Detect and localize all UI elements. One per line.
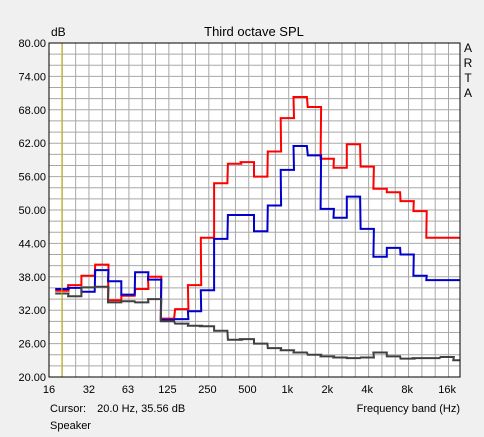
x-tick-label: 250 [198, 384, 216, 396]
x-tick-label: 500 [238, 384, 256, 396]
y-tick-label: 26.00 [18, 339, 46, 351]
x-axis-label: Frequency band (Hz) [356, 403, 460, 415]
x-axis-ticks: 16 32 63 125 250 500 1k 2k 4k 8k 16k [43, 384, 457, 396]
x-tick-label: 8k [401, 384, 413, 396]
cursor-label: Cursor: [50, 403, 87, 415]
series-line [55, 145, 460, 321]
y-axis-ticks: 20.00 26.00 32.00 38.00 44.00 50.00 56.00 62.00… [18, 38, 46, 384]
x-tick-label: 16k [438, 384, 456, 396]
y-axis-label: dB [51, 25, 66, 39]
y-tick-label: 44.00 [18, 238, 46, 250]
x-tick-label: 4k [361, 384, 373, 396]
y-tick-label: 68.00 [18, 105, 46, 117]
chart-title: Third octave SPL [204, 24, 304, 39]
x-tick-label: 16 [43, 384, 55, 396]
side-label-letter: T [464, 71, 472, 85]
y-tick-label: 20.00 [18, 372, 46, 384]
side-label-letter: A [464, 86, 472, 100]
cursor-value: 20.0 Hz, 35.56 dB [97, 403, 186, 415]
y-tick-label: 38.00 [18, 272, 46, 284]
source-label: Speaker [50, 420, 91, 432]
y-tick-label: 32.00 [18, 305, 46, 317]
x-tick-label: 32 [83, 384, 95, 396]
plot-frame [48, 42, 461, 378]
x-tick-label: 63 [122, 384, 134, 396]
side-label-letter: R [464, 56, 473, 70]
y-tick-label: 74.00 [18, 71, 46, 83]
y-tick-label: 80.00 [18, 38, 46, 50]
x-tick-label: 2k [321, 384, 333, 396]
x-tick-label: 1k [282, 384, 294, 396]
series-group [55, 96, 460, 362]
cursor-readout: Cursor: 20.0 Hz, 35.56 dB [50, 403, 185, 415]
y-tick-label: 56.00 [18, 172, 46, 184]
y-tick-label: 62.00 [18, 138, 46, 150]
side-label-letter: A [464, 41, 472, 55]
series-line [55, 96, 460, 320]
y-tick-label: 50.00 [18, 205, 46, 217]
x-tick-label: 125 [158, 384, 176, 396]
grid [49, 43, 460, 377]
series-line [55, 285, 460, 362]
